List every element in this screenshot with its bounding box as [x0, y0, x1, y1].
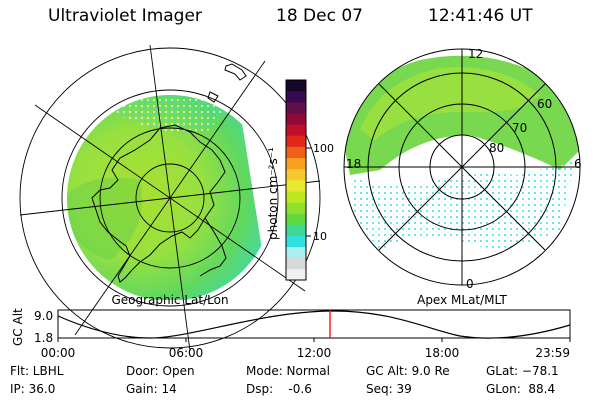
colorbar-swatch: [286, 268, 306, 281]
dsp-info: Dsp: -0.6: [246, 382, 312, 396]
colorbar-swatch: [286, 124, 306, 136]
colorbar-swatch: [286, 246, 306, 259]
lat-circle-3: [61, 89, 279, 307]
time-label: 12:41:46 UT: [428, 6, 533, 26]
colorbar-swatch: [286, 102, 306, 114]
door-info: Door: Open: [126, 364, 195, 378]
greenland-coast: [224, 63, 247, 81]
colorbar-swatch: [286, 213, 306, 225]
mlt-label-0: 0: [466, 277, 474, 291]
colorbar-swatch: [286, 113, 306, 125]
meridian-4: [74, 60, 266, 336]
altitude-plot: 9.0 1.8 GC Alt 00:00 06:00 12:00 18:00 2…: [11, 308, 571, 360]
ip-info: IP: 36.0: [10, 382, 56, 396]
right-aurora-core: [360, 67, 540, 140]
time-tick-4: 23:59: [535, 346, 570, 360]
colorbar-tick-10: 10: [313, 230, 327, 243]
coastline: [91, 124, 226, 283]
colorbar-swatch: [286, 235, 306, 247]
time-tick-3: 18:00: [425, 346, 460, 360]
colorbar-tick-100: 100: [313, 142, 334, 155]
mlat-label-70: 70: [512, 121, 527, 135]
colorbar-swatch: [286, 180, 306, 192]
time-tick-0: 00:00: [41, 346, 76, 360]
lat-circle-1: [135, 163, 205, 233]
time-tick-2: 12:00: [297, 346, 332, 360]
mode-info: Mode: Normal: [246, 364, 330, 378]
colorbar-swatch: [286, 202, 306, 214]
lat-circle-4: [19, 47, 321, 349]
colorbar-swatch: [286, 135, 306, 147]
alt-y-label-min: 1.8: [34, 331, 53, 345]
flt-info: Flt: LBHL: [10, 364, 64, 378]
left-map-caption: Geographic Lat/Lon: [111, 293, 228, 307]
colorbar-swatch: [286, 257, 306, 270]
colorbar-unit-label: photon cm⁻²s⁻¹: [266, 147, 280, 240]
alt-axis-label: GC Alt: [11, 308, 25, 346]
colorbar-swatch: [286, 157, 306, 170]
date-label: 18 Dec 07: [276, 6, 363, 26]
colorbar-swatch: [286, 191, 306, 203]
altitude-curve: [57, 310, 571, 339]
peninsula: [199, 217, 227, 277]
lat-circle-2: [99, 127, 241, 269]
magnetic-map: 12 6 0 18 60 70 80: [343, 47, 582, 291]
seq-info: Seq: 39: [366, 382, 412, 396]
glon-info: GLon: 88.4: [486, 382, 556, 396]
island-coast: [207, 91, 219, 103]
glat-info: GLat: −78.1: [486, 364, 559, 378]
left-aurora-fringe: [100, 95, 230, 133]
colorbar: 100 10 photon cm⁻²s⁻¹: [266, 79, 334, 281]
mlt-label-6: 6: [574, 157, 582, 171]
colorbar-swatch: [286, 168, 306, 181]
gain-info: Gain: 14: [126, 382, 177, 396]
mlt-label-18: 18: [346, 157, 361, 171]
instrument-title: Ultraviolet Imager: [48, 6, 202, 26]
alt-y-label-max: 9.0: [34, 309, 53, 323]
mlt-label-12: 12: [468, 47, 483, 61]
gc-alt-info: GC Alt: 9.0 Re: [366, 364, 450, 378]
left-aurora-dark-patch: [67, 177, 143, 260]
colorbar-swatch: [286, 224, 306, 236]
colorbar-swatch: [286, 80, 306, 92]
mlat-label-60: 60: [537, 97, 552, 111]
time-tick-1: 06:00: [169, 346, 204, 360]
colorbar-swatch: [286, 146, 306, 159]
right-map-caption: Apex MLat/MLT: [417, 293, 507, 307]
colorbar-swatch: [286, 91, 306, 103]
mlat-label-80: 80: [489, 141, 504, 155]
